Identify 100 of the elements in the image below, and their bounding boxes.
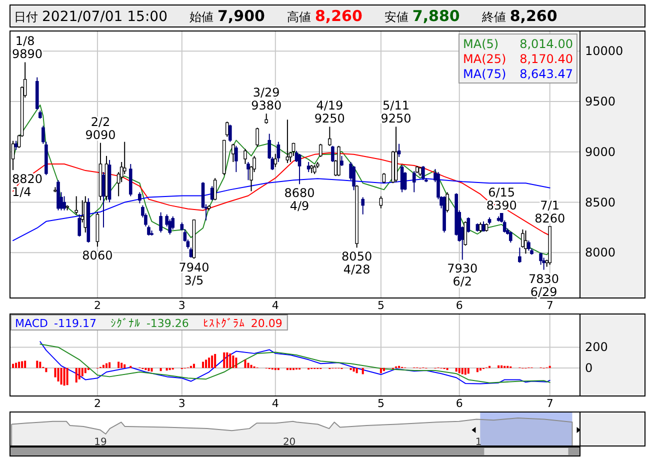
candlestick (466, 216, 470, 234)
bar (479, 368, 482, 371)
candlestick (292, 142, 296, 156)
x-tick-label: 5 (377, 299, 384, 312)
candlestick (508, 231, 512, 244)
annotation: 8060 (82, 248, 113, 263)
text: 高値 (286, 10, 311, 24)
bar (57, 368, 60, 382)
candlestick (122, 141, 126, 175)
annotation: 20.09 (250, 317, 282, 330)
x-tick-label: 19 (94, 437, 107, 448)
candlestick (42, 125, 45, 144)
annotation: -119.17 (54, 317, 96, 330)
text: MA(5) (463, 37, 499, 51)
x-tick-label: 6 (456, 397, 463, 410)
bar (229, 353, 232, 368)
x-tick-label: 1 (475, 437, 482, 448)
candlestick (274, 153, 278, 168)
candlestick (306, 161, 310, 173)
y-tick-label: 200 (585, 340, 608, 354)
x-tick-label: 3 (178, 397, 186, 410)
annotation: 8,170.40 (520, 52, 573, 66)
bar (244, 360, 246, 368)
bar (211, 356, 214, 368)
candlestick (276, 141, 280, 162)
candlestick (102, 172, 106, 228)
y-tick-label: 8500 (585, 195, 616, 210)
bar (108, 362, 111, 368)
annotation: 7940 (178, 260, 210, 275)
candlestick (159, 212, 162, 234)
candlestick (331, 145, 334, 162)
x-tick-label: 2 (94, 299, 101, 312)
bar (78, 368, 80, 380)
bar (286, 368, 288, 370)
annotation: 8050 (342, 250, 372, 264)
candlestick (232, 143, 235, 162)
bar (289, 368, 292, 370)
annotation: 7/1 (540, 198, 560, 212)
text: 安値 (384, 10, 408, 24)
bar (461, 368, 464, 374)
bar (214, 354, 216, 368)
annotation: 9250 (314, 112, 345, 126)
bar (356, 368, 358, 374)
annotation: 4/9 (290, 199, 310, 214)
annotation: 9090 (85, 128, 116, 142)
candlestick (62, 196, 66, 211)
bar (160, 368, 162, 372)
bar (102, 364, 104, 368)
bar (208, 358, 210, 368)
text: 終値 (480, 10, 506, 24)
bar (464, 368, 466, 375)
x-tick-label: 4 (272, 299, 279, 312)
annotation: 8,014.00 (520, 37, 573, 51)
bar (192, 364, 195, 368)
annotation: 6/29 (530, 284, 558, 299)
bar (455, 368, 458, 372)
text: 始値 (190, 10, 214, 24)
y-tick-label: 0 (585, 360, 593, 375)
y-tick-label: 9000 (585, 144, 616, 159)
bar (226, 352, 228, 368)
annotation: 1/8 (15, 34, 35, 48)
bar (60, 368, 62, 385)
bar (66, 368, 68, 386)
annotation: 9250 (380, 112, 412, 126)
bar (150, 368, 153, 372)
bar (45, 368, 48, 372)
annotation: 4/28 (343, 262, 370, 277)
bar (148, 368, 150, 372)
bar (250, 364, 252, 368)
candlestick (418, 166, 422, 177)
bar (350, 368, 352, 370)
bar (18, 362, 20, 368)
candlestick (524, 230, 528, 254)
candlestick (228, 124, 232, 142)
candlestick (225, 121, 229, 138)
annotation: 7830 (528, 272, 560, 286)
annotation: 8260 (534, 211, 566, 226)
candlestick (446, 192, 449, 213)
bar (247, 362, 250, 368)
y-tick-label: 8000 (585, 246, 616, 260)
bar (205, 360, 208, 368)
bar (292, 368, 294, 370)
bar (458, 368, 460, 374)
bar (380, 368, 382, 374)
y-tick-label: 9500 (585, 94, 616, 109)
candlestick (328, 126, 332, 146)
text: 7,900 (218, 7, 265, 25)
bar (63, 368, 66, 386)
bar (81, 368, 84, 376)
x-tick-label: 5 (377, 397, 384, 410)
annotation: 6/15 (488, 185, 516, 200)
bar (500, 365, 503, 368)
bar (202, 362, 204, 368)
candlestick (361, 196, 365, 215)
annotation: 9380 (251, 98, 282, 113)
text: 7,880 (412, 7, 460, 25)
candlestick (210, 186, 214, 201)
bar (106, 363, 108, 368)
candlestick (422, 166, 425, 181)
candlestick (138, 192, 142, 204)
